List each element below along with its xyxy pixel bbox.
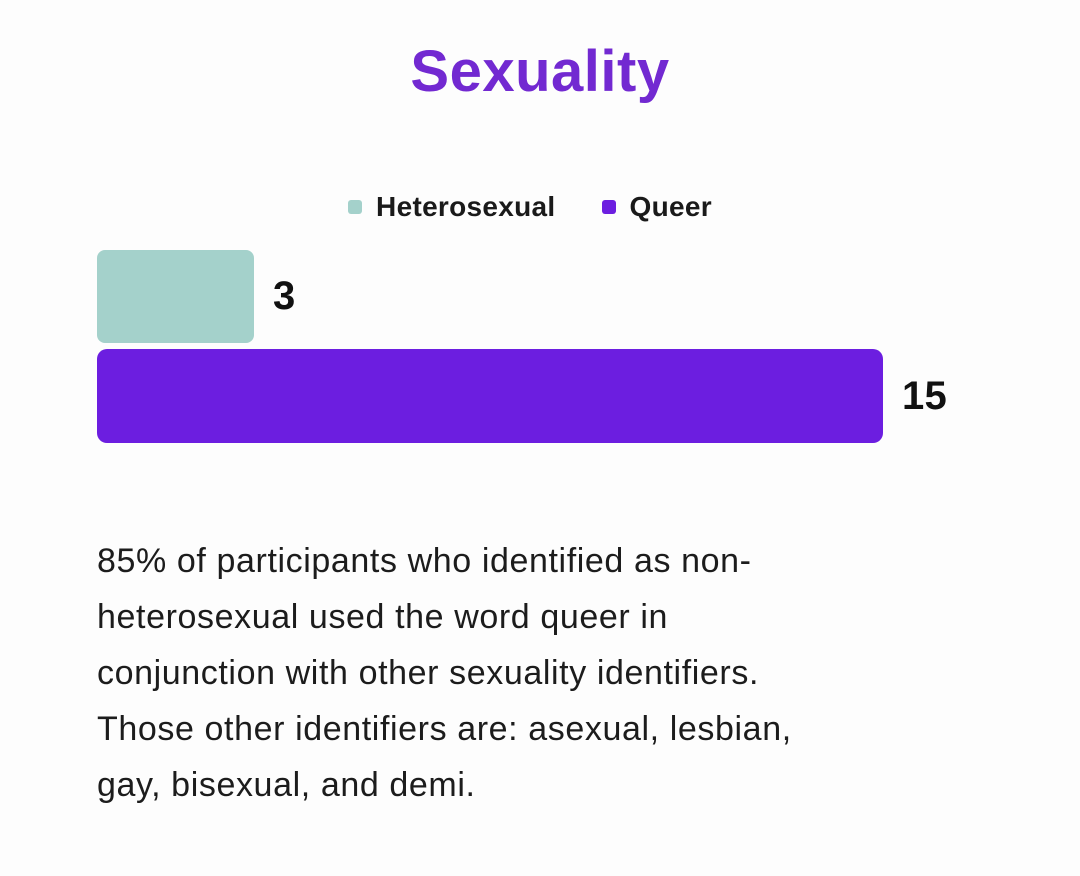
- chart-description: 85% of participants who identified as no…: [97, 533, 957, 813]
- bar-heterosexual: [97, 250, 254, 343]
- legend-label-queer: Queer: [629, 191, 712, 222]
- bar-row-heterosexual: 3: [97, 250, 983, 343]
- bar-row-queer: 15: [97, 349, 983, 443]
- bar-value-heterosexual: 3: [273, 274, 296, 318]
- chart-title: Sexuality: [410, 39, 670, 104]
- description-line: heterosexual used the word queer in: [97, 598, 669, 636]
- description-line: gay, bisexual, and demi.: [97, 766, 476, 804]
- legend-label-heterosexual: Heterosexual: [376, 191, 556, 222]
- description-line: Those other identifiers are: asexual, le…: [97, 710, 792, 748]
- chart-legend: Heterosexual Queer: [0, 191, 1060, 223]
- legend-item-queer: Queer: [601, 191, 712, 223]
- bar-value-queer: 15: [902, 373, 948, 418]
- description-line: conjunction with other sexuality identif…: [97, 654, 759, 692]
- bar-chart-area: 3 15: [97, 250, 983, 443]
- legend-item-heterosexual: Heterosexual: [348, 191, 555, 223]
- legend-marker-queer-icon: [601, 200, 616, 214]
- legend-marker-heterosexual-icon: [348, 200, 363, 214]
- description-line: 85% of participants who identified as no…: [97, 542, 752, 580]
- bar-queer: [97, 349, 883, 443]
